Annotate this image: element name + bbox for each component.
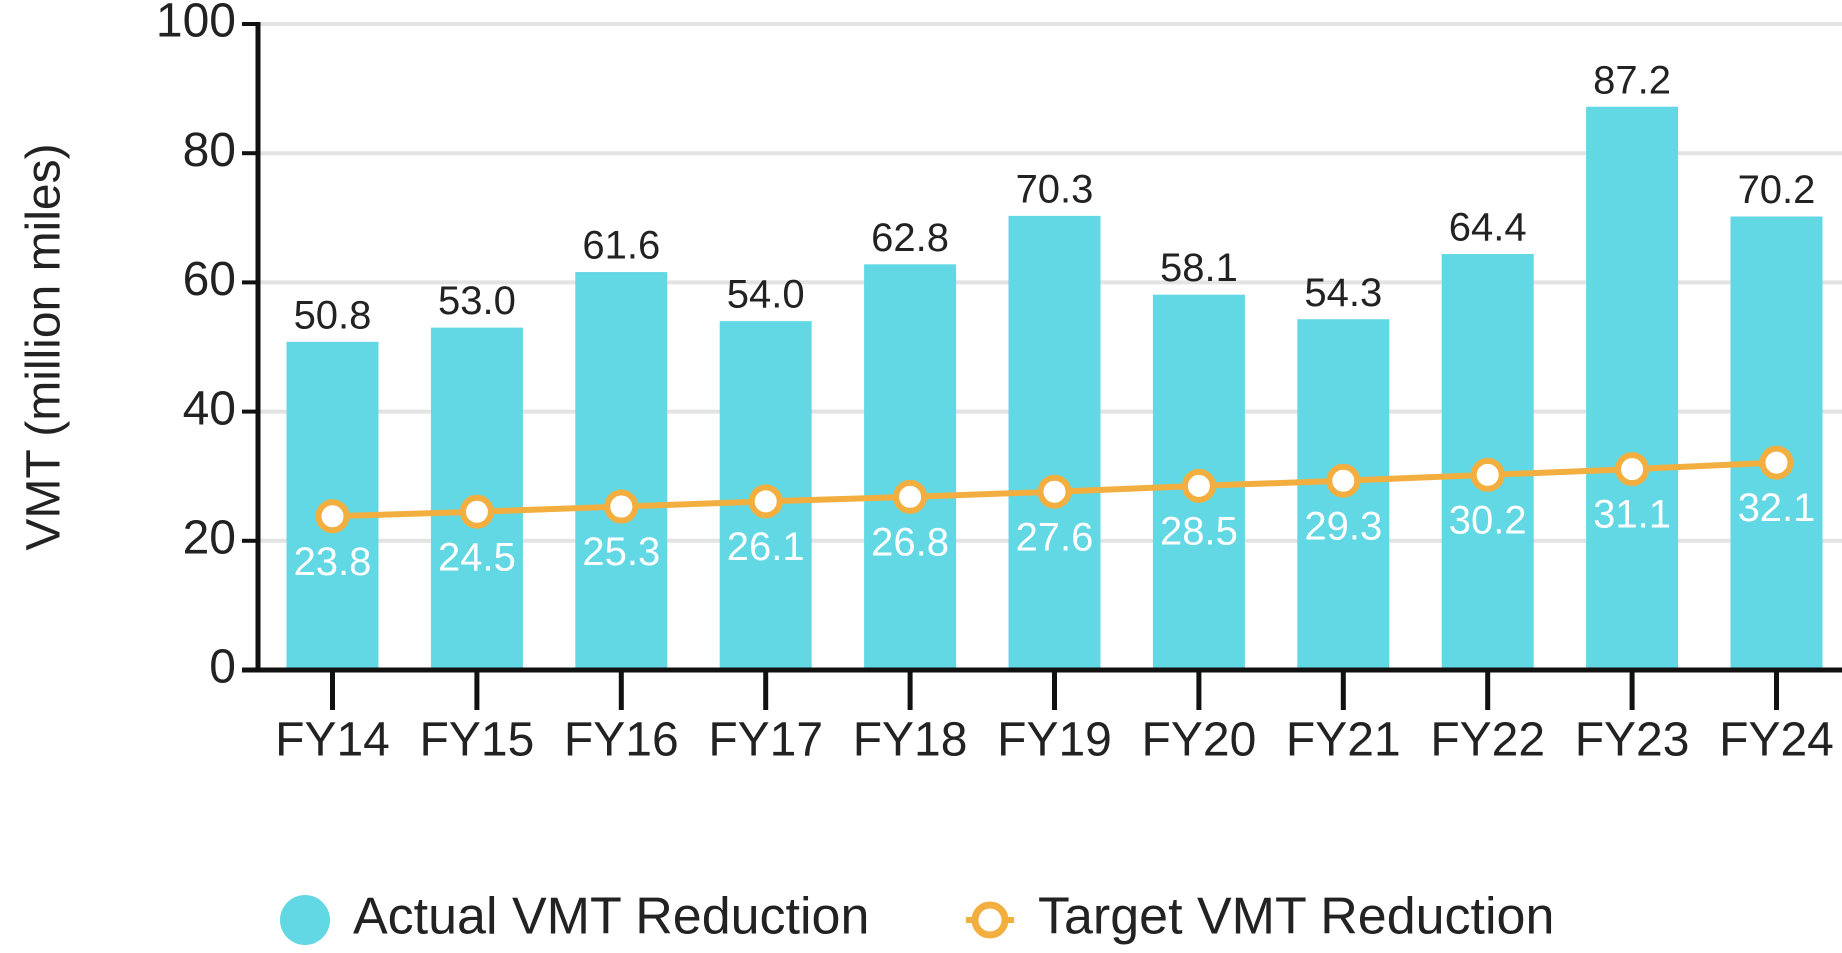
x-tick-label: FY24 (1719, 714, 1834, 767)
y-tick-label: 20 (183, 511, 236, 564)
y-axis-title: VMT (million miles) (18, 143, 71, 550)
y-tick-label: 40 (183, 382, 236, 435)
bar-value-label: 70.3 (1016, 167, 1094, 211)
bar-value-label: 61.6 (582, 224, 660, 268)
y-tick-label: 0 (209, 641, 236, 694)
bar (1008, 215, 1101, 670)
x-tick-label: FY23 (1575, 714, 1690, 767)
bar-value-label: 70.2 (1738, 168, 1816, 212)
target-marker (604, 489, 639, 524)
target-marker (1615, 452, 1650, 487)
bar-value-label: 54.0 (727, 273, 805, 317)
line-value-label: 26.1 (727, 525, 805, 569)
bar-value-label: 54.3 (1304, 271, 1382, 315)
line-value-label: 28.5 (1160, 509, 1238, 553)
target-marker (893, 479, 928, 514)
x-tick-label: FY22 (1430, 714, 1545, 767)
target-marker (1326, 463, 1361, 498)
x-tick-label: FY19 (997, 714, 1112, 767)
y-tick-label: 80 (183, 124, 236, 177)
target-marker (1470, 457, 1505, 492)
x-tick-label: FY16 (564, 714, 679, 767)
line-value-label: 23.8 (294, 540, 372, 584)
legend-label: Target VMT Reduction (1038, 888, 1554, 946)
legend-marker (280, 895, 330, 945)
bar (864, 264, 957, 670)
line-value-label: 29.3 (1304, 504, 1382, 548)
x-tick-label: FY17 (708, 714, 823, 767)
line-value-label: 24.5 (438, 535, 516, 579)
target-marker (748, 484, 783, 519)
bar-value-label: 58.1 (1160, 246, 1238, 290)
bar (1730, 216, 1823, 670)
legend-label: Actual VMT Reduction (353, 888, 869, 946)
y-tick-label: 100 (156, 0, 236, 48)
x-tick-label: FY20 (1142, 714, 1257, 767)
bar (1586, 106, 1679, 671)
y-tick-label: 60 (183, 253, 236, 306)
line-value-label: 31.1 (1593, 493, 1671, 537)
line-value-label: 26.8 (871, 520, 949, 564)
target-marker (1181, 468, 1216, 503)
bar-value-label: 50.8 (294, 293, 372, 337)
bar-value-label: 53.0 (438, 279, 516, 323)
x-tick-label: FY14 (275, 714, 390, 767)
line-value-label: 27.6 (1016, 515, 1094, 559)
x-tick-label: FY21 (1286, 714, 1401, 767)
line-value-label: 32.1 (1738, 486, 1816, 530)
target-marker (1759, 445, 1794, 480)
legend-marker (971, 901, 1009, 939)
bar-value-label: 64.4 (1449, 206, 1527, 250)
target-marker (1037, 474, 1072, 509)
bar (575, 272, 668, 670)
target-marker (315, 499, 350, 534)
x-tick-label: FY18 (853, 714, 968, 767)
bar-value-label: 62.8 (871, 216, 949, 260)
bar-value-label: 87.2 (1593, 58, 1671, 102)
line-value-label: 25.3 (582, 530, 660, 574)
line-value-label: 30.2 (1449, 498, 1527, 542)
target-marker (459, 494, 494, 529)
x-tick-label: FY15 (420, 714, 535, 767)
